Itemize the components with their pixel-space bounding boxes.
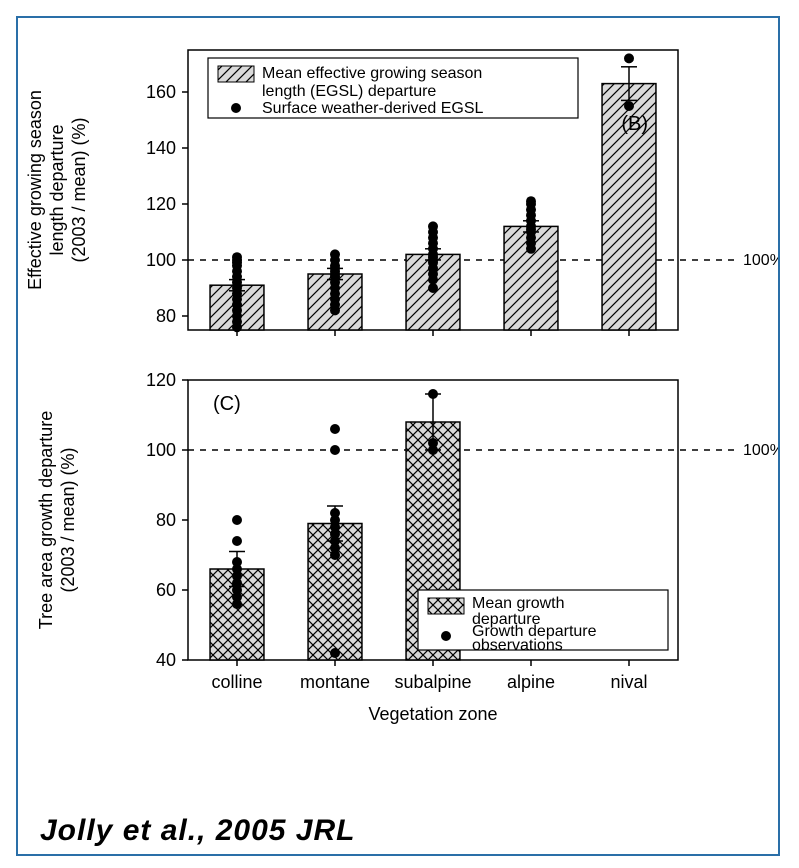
ytick-label: 140 bbox=[146, 138, 176, 158]
x-category-label: colline bbox=[211, 672, 262, 692]
legend-dot bbox=[231, 103, 241, 113]
panel-label-B: (B) bbox=[621, 113, 648, 135]
svg-text:(2003 / mean) (%): (2003 / mean) (%) bbox=[69, 117, 89, 262]
data-point bbox=[428, 438, 438, 448]
ytick-label: 100 bbox=[146, 250, 176, 270]
ytick-label: 80 bbox=[156, 306, 176, 326]
x-category-label: subalpine bbox=[394, 672, 471, 692]
ytick-label: 100 bbox=[146, 440, 176, 460]
data-point bbox=[330, 445, 340, 455]
ytick-label: 160 bbox=[146, 82, 176, 102]
reference-label: 100% bbox=[743, 442, 778, 459]
data-point bbox=[624, 101, 634, 111]
data-point bbox=[330, 648, 340, 658]
data-point bbox=[330, 508, 340, 518]
legend-dot bbox=[441, 631, 451, 641]
panel-label-C: (C) bbox=[213, 393, 241, 415]
data-point bbox=[330, 424, 340, 434]
y-axis-label: Tree area growth departure(2003 / mean) … bbox=[36, 411, 78, 629]
data-point bbox=[232, 536, 242, 546]
y-axis-label: Effective growing seasonlength departure… bbox=[25, 90, 89, 290]
svg-text:length departure: length departure bbox=[47, 124, 67, 255]
legend-text: length (EGSL) departure bbox=[262, 83, 436, 100]
legend-text: Mean effective growing season bbox=[262, 65, 482, 82]
citation-text: Jolly et al., 2005 JRL bbox=[40, 814, 355, 848]
legend-text: observations bbox=[472, 637, 563, 654]
legend-swatch bbox=[218, 66, 254, 82]
ytick-label: 40 bbox=[156, 650, 176, 670]
ytick-label: 80 bbox=[156, 510, 176, 530]
x-category-label: montane bbox=[300, 672, 370, 692]
data-point bbox=[428, 389, 438, 399]
data-point bbox=[526, 196, 536, 206]
reference-label: 100% bbox=[743, 252, 778, 269]
figure-svg: 80 100 120 140 160 100% 40 60 80 100 120 100% collin… bbox=[18, 20, 778, 760]
legend-text: Mean growth bbox=[472, 595, 565, 612]
data-point bbox=[232, 515, 242, 525]
data-point bbox=[330, 249, 340, 259]
x-category-label: alpine bbox=[507, 672, 555, 692]
svg-text:Tree area growth departure: Tree area growth departure bbox=[36, 411, 56, 629]
svg-text:(2003 / mean) (%): (2003 / mean) (%) bbox=[58, 447, 78, 592]
data-point bbox=[232, 252, 242, 262]
ytick-label: 120 bbox=[146, 370, 176, 390]
legend-text: Surface weather-derived EGSL bbox=[262, 100, 484, 117]
data-point bbox=[232, 557, 242, 567]
ytick-label: 60 bbox=[156, 580, 176, 600]
x-axis-label: Vegetation zone bbox=[368, 704, 497, 724]
svg-text:Effective growing season: Effective growing season bbox=[25, 90, 45, 290]
data-point bbox=[428, 221, 438, 231]
legend-swatch bbox=[428, 598, 464, 614]
data-point bbox=[624, 53, 634, 63]
x-category-label: nival bbox=[610, 672, 647, 692]
ytick-label: 120 bbox=[146, 194, 176, 214]
